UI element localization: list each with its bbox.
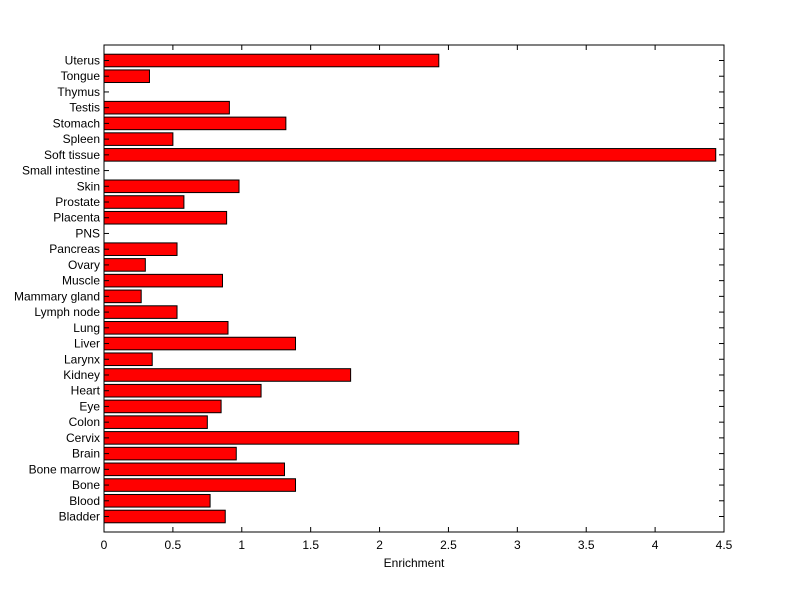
bar-prostate (103, 195, 185, 209)
bar-kidney (103, 368, 352, 382)
y-tick-label: Bladder (59, 510, 100, 524)
bar-bladder (103, 509, 226, 524)
y-tick-label: Larynx (64, 352, 100, 366)
bar-brain (103, 446, 237, 461)
bar-muscle (103, 273, 223, 288)
bar-colon (103, 415, 208, 429)
y-tick-label: Lung (73, 321, 100, 335)
bar-soft-tissue (103, 148, 717, 162)
plot-frame (103, 44, 725, 533)
y-tick-label: Eye (79, 399, 100, 413)
bar-skin (103, 179, 240, 194)
bar-larynx (103, 352, 153, 367)
bar-testis (103, 100, 230, 115)
y-tick-label: Heart (71, 384, 101, 398)
y-tick-label: Skin (77, 179, 100, 193)
y-tick-label: Small intestine (22, 164, 100, 178)
y-tick-label: Blood (69, 494, 100, 508)
y-tick-label: Mammary gland (14, 289, 100, 303)
y-tick-label: Cervix (66, 431, 100, 445)
bar-ovary (103, 258, 146, 272)
bar-placenta (103, 210, 228, 225)
bar-tongue (103, 69, 150, 84)
x-tick-label: 1.5 (302, 538, 319, 552)
y-tick-label: Ovary (68, 258, 100, 272)
y-tick-label: Brain (72, 447, 100, 461)
bar-mammary-gland (103, 289, 142, 304)
y-tick-label: Lymph node (34, 305, 100, 319)
bar-bone (103, 478, 297, 492)
x-tick-label: 2.5 (440, 538, 457, 552)
y-tick-label: Prostate (55, 195, 100, 209)
y-tick-label: Liver (74, 337, 100, 351)
y-tick-label: Spleen (63, 132, 100, 146)
bar-cervix (103, 431, 520, 445)
bar-uterus (103, 53, 440, 68)
bar-blood (103, 493, 211, 508)
y-tick-label: Kidney (63, 368, 100, 382)
bar-lymph-node (103, 305, 178, 319)
x-tick-label: 1 (238, 538, 245, 552)
y-tick-label: Bone marrow (29, 462, 101, 476)
x-tick-label: 3 (514, 538, 521, 552)
x-tick-label: 0 (101, 538, 108, 552)
x-tick-label: 4 (652, 538, 659, 552)
y-tick-label: Muscle (62, 274, 100, 288)
x-axis-label: Enrichment (384, 556, 445, 570)
bar-stomach (103, 116, 287, 131)
y-tick-label: Placenta (53, 211, 100, 225)
x-tick-label: 2 (376, 538, 383, 552)
bar-eye (103, 399, 222, 414)
y-tick-label: PNS (75, 226, 100, 240)
x-tick-label: 4.5 (716, 538, 733, 552)
bar-lung (103, 321, 229, 335)
bar-spleen (103, 132, 174, 146)
bar-bone-marrow (103, 462, 285, 477)
bar-liver (103, 336, 297, 351)
x-tick-label: 0.5 (165, 538, 182, 552)
bar-pancreas (103, 242, 178, 256)
y-tick-label: Tongue (61, 69, 101, 83)
bar-heart (103, 383, 262, 398)
y-tick-label: Pancreas (49, 242, 100, 256)
y-tick-label: Testis (69, 101, 100, 115)
y-tick-label: Bone (72, 478, 100, 492)
y-tick-label: Thymus (57, 85, 100, 99)
y-tick-label: Uterus (65, 54, 100, 68)
x-tick-label: 3.5 (578, 538, 595, 552)
y-tick-label: Colon (69, 415, 100, 429)
y-tick-label: Stomach (53, 116, 100, 130)
y-tick-label: Soft tissue (44, 148, 100, 162)
